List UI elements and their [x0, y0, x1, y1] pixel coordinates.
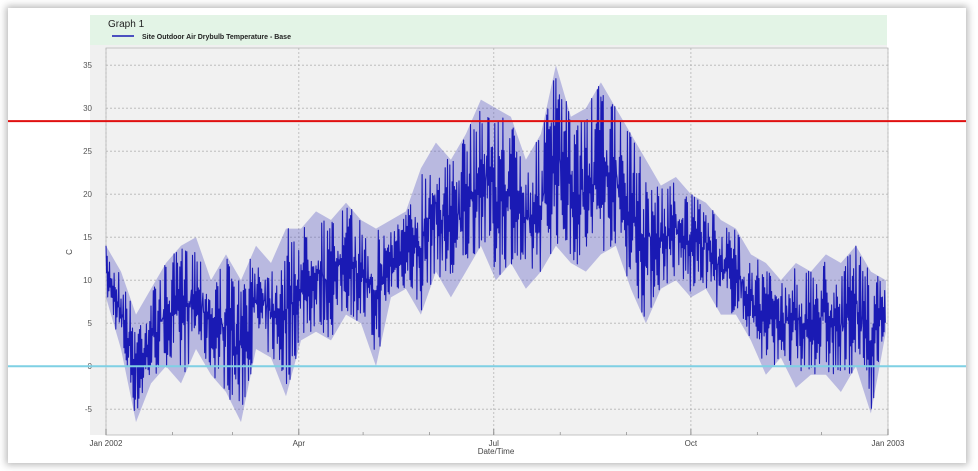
x-tick-label: Jan 2002 — [90, 439, 123, 448]
y-tick-label: 15 — [83, 233, 92, 242]
series-line — [105, 78, 886, 412]
y-tick-label: 30 — [83, 104, 92, 113]
y-tick-label: 10 — [83, 276, 92, 285]
chart-title: Graph 1 — [108, 19, 145, 30]
x-tick-label: Apr — [293, 439, 306, 448]
y-tick-label: 25 — [83, 147, 92, 156]
y-axis-label: C — [65, 249, 74, 255]
y-tick-label: 5 — [88, 319, 93, 328]
x-tick-label: Oct — [685, 439, 698, 448]
x-axis-label: Date/Time — [478, 447, 515, 456]
x-tick-label: Jan 2003 — [872, 439, 905, 448]
y-tick-label: 35 — [83, 61, 92, 70]
y-tick-label: 20 — [83, 190, 92, 199]
chart-header-band — [90, 15, 887, 45]
legend-label: Site Outdoor Air Drybulb Temperature - B… — [142, 34, 291, 41]
y-tick-label: -5 — [85, 405, 93, 414]
x-tick-label: Jul — [489, 439, 499, 448]
